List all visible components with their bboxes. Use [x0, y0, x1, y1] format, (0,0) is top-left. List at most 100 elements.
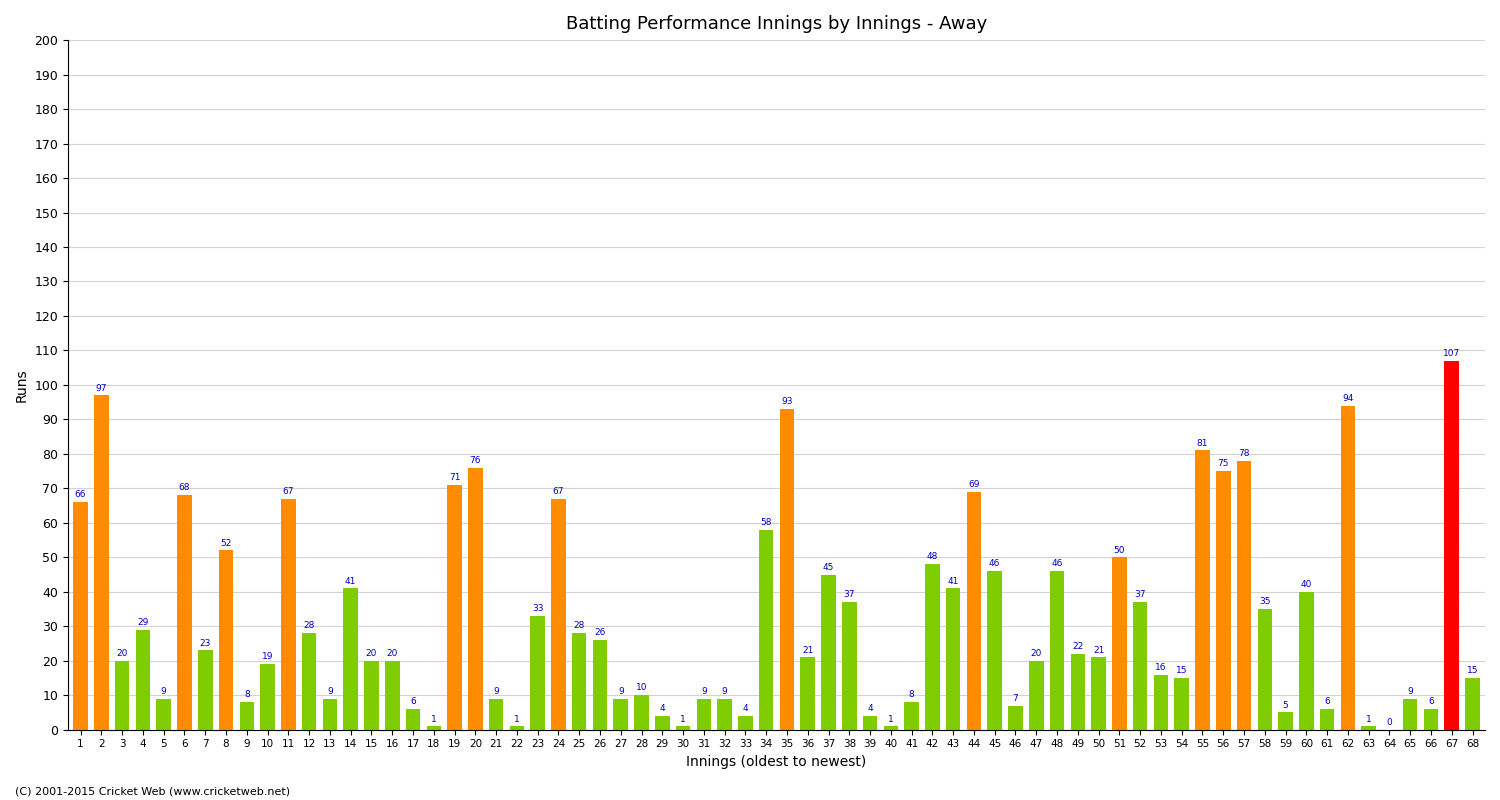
Text: 75: 75: [1218, 459, 1228, 468]
Bar: [468, 468, 483, 730]
Text: 9: 9: [494, 687, 500, 696]
Bar: [1132, 602, 1148, 730]
Bar: [135, 630, 150, 730]
Bar: [1050, 571, 1065, 730]
Text: 67: 67: [282, 487, 294, 496]
Bar: [946, 588, 960, 730]
Text: 37: 37: [843, 590, 855, 599]
Text: 21: 21: [1094, 646, 1104, 654]
Text: 40: 40: [1300, 580, 1312, 589]
Bar: [801, 658, 814, 730]
Bar: [614, 698, 628, 730]
Bar: [426, 726, 441, 730]
Text: 15: 15: [1467, 666, 1479, 675]
Bar: [1008, 706, 1023, 730]
Text: 9: 9: [722, 687, 728, 696]
Bar: [364, 661, 378, 730]
Bar: [1196, 450, 1209, 730]
Text: 1: 1: [430, 714, 436, 723]
Text: 22: 22: [1072, 642, 1083, 651]
Bar: [489, 698, 504, 730]
Text: 21: 21: [802, 646, 813, 654]
Text: 20: 20: [117, 649, 128, 658]
Text: 97: 97: [96, 383, 106, 393]
Bar: [510, 726, 524, 730]
Y-axis label: Runs: Runs: [15, 368, 28, 402]
Bar: [405, 709, 420, 730]
Text: 67: 67: [552, 487, 564, 496]
Text: 78: 78: [1239, 449, 1250, 458]
Bar: [344, 588, 358, 730]
Bar: [884, 726, 898, 730]
Text: (C) 2001-2015 Cricket Web (www.cricketweb.net): (C) 2001-2015 Cricket Web (www.cricketwe…: [15, 786, 290, 796]
Bar: [1466, 678, 1480, 730]
Bar: [1154, 674, 1168, 730]
Text: 28: 28: [573, 622, 585, 630]
Bar: [634, 695, 650, 730]
Text: 26: 26: [594, 628, 606, 638]
Bar: [926, 564, 939, 730]
Bar: [676, 726, 690, 730]
Bar: [696, 698, 711, 730]
Bar: [94, 395, 108, 730]
Title: Batting Performance Innings by Innings - Away: Batting Performance Innings by Innings -…: [566, 15, 987, 33]
Text: 66: 66: [75, 490, 87, 499]
Bar: [717, 698, 732, 730]
Bar: [842, 602, 856, 730]
X-axis label: Innings (oldest to newest): Innings (oldest to newest): [687, 755, 867, 769]
Text: 81: 81: [1197, 438, 1208, 448]
Bar: [386, 661, 399, 730]
Text: 5: 5: [1282, 701, 1288, 710]
Bar: [1362, 726, 1376, 730]
Text: 41: 41: [948, 577, 958, 586]
Bar: [1341, 406, 1354, 730]
Text: 9: 9: [618, 687, 624, 696]
Text: 9: 9: [160, 687, 166, 696]
Text: 19: 19: [262, 653, 273, 662]
Text: 69: 69: [968, 480, 980, 489]
Text: 9: 9: [1407, 687, 1413, 696]
Bar: [1320, 709, 1335, 730]
Bar: [572, 633, 586, 730]
Bar: [302, 633, 316, 730]
Bar: [240, 702, 254, 730]
Text: 8: 8: [909, 690, 915, 699]
Text: 29: 29: [138, 618, 148, 627]
Bar: [280, 498, 296, 730]
Bar: [219, 550, 234, 730]
Text: 1: 1: [680, 714, 686, 723]
Bar: [1092, 658, 1106, 730]
Text: 46: 46: [1052, 559, 1062, 568]
Bar: [1424, 709, 1438, 730]
Text: 4: 4: [867, 704, 873, 713]
Text: 20: 20: [387, 649, 398, 658]
Bar: [1278, 713, 1293, 730]
Text: 1: 1: [888, 714, 894, 723]
Bar: [116, 661, 129, 730]
Bar: [738, 716, 753, 730]
Bar: [447, 485, 462, 730]
Bar: [656, 716, 669, 730]
Text: 58: 58: [760, 518, 772, 527]
Bar: [759, 530, 774, 730]
Text: 41: 41: [345, 577, 357, 586]
Text: 20: 20: [366, 649, 376, 658]
Text: 4: 4: [742, 704, 748, 713]
Bar: [1174, 678, 1190, 730]
Text: 68: 68: [178, 483, 190, 493]
Text: 50: 50: [1113, 546, 1125, 554]
Bar: [261, 664, 274, 730]
Text: 15: 15: [1176, 666, 1188, 675]
Bar: [821, 574, 836, 730]
Bar: [1299, 592, 1314, 730]
Bar: [177, 495, 192, 730]
Bar: [1071, 654, 1084, 730]
Text: 46: 46: [988, 559, 1000, 568]
Text: 45: 45: [824, 563, 834, 572]
Bar: [1216, 471, 1230, 730]
Bar: [1112, 558, 1126, 730]
Text: 35: 35: [1258, 598, 1270, 606]
Bar: [966, 492, 981, 730]
Text: 28: 28: [303, 622, 315, 630]
Text: 1: 1: [1366, 714, 1371, 723]
